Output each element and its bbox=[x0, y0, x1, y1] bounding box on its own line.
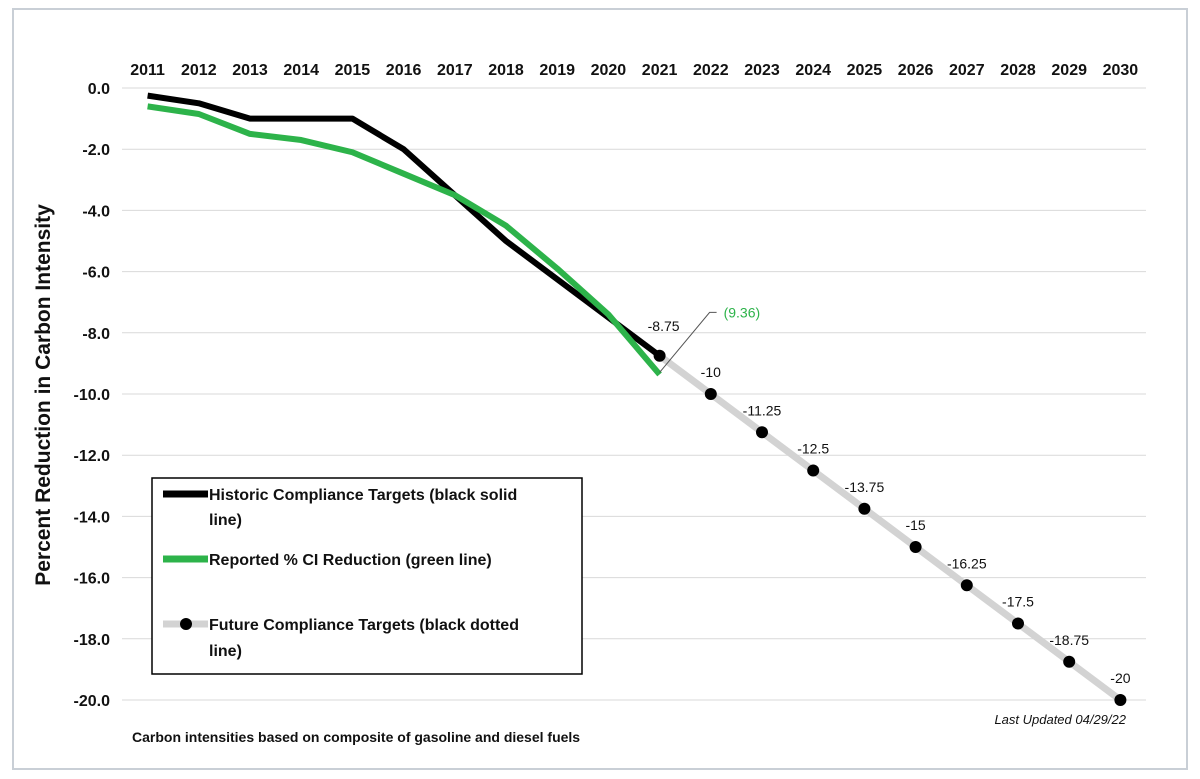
x-tick-label: 2028 bbox=[1000, 62, 1036, 79]
data-label: -15 bbox=[905, 517, 925, 533]
data-label: -17.5 bbox=[1002, 594, 1034, 610]
y-tick-label: -16.0 bbox=[74, 571, 111, 588]
legend-box bbox=[151, 477, 583, 675]
legend-label: Historic Compliance Targets (black solid bbox=[209, 487, 517, 504]
data-label: -10 bbox=[701, 364, 721, 380]
x-tick-label: 2019 bbox=[539, 62, 575, 79]
series-marker bbox=[1114, 694, 1127, 706]
x-tick-label: 2020 bbox=[591, 62, 627, 79]
y-tick-label: -2.0 bbox=[82, 142, 110, 159]
legend-marker bbox=[180, 618, 192, 630]
x-tick-label: 2016 bbox=[386, 62, 422, 79]
last-updated: Last Updated 04/29/22 bbox=[994, 712, 1126, 727]
x-tick-label: 2027 bbox=[949, 62, 985, 79]
y-tick-label: -6.0 bbox=[82, 265, 110, 282]
x-tick-label: 2022 bbox=[693, 62, 729, 79]
x-tick-label: 2011 bbox=[130, 62, 165, 79]
legend: Historic Compliance Targets (black solid… bbox=[151, 477, 583, 675]
y-tick-label: -10.0 bbox=[74, 387, 111, 404]
y-tick-label: -4.0 bbox=[82, 203, 110, 220]
series-markers bbox=[653, 349, 1127, 706]
series-marker bbox=[858, 502, 871, 515]
data-label: -11.25 bbox=[743, 402, 782, 418]
legend-label-cont: line) bbox=[209, 512, 242, 529]
series-marker bbox=[909, 541, 922, 553]
y-tick-label: -12.0 bbox=[74, 448, 111, 465]
x-tick-label: 2029 bbox=[1051, 62, 1087, 79]
series-line bbox=[657, 352, 1123, 703]
series-marker bbox=[807, 464, 820, 477]
data-label: -16.25 bbox=[947, 555, 987, 571]
y-tick-label: -18.0 bbox=[74, 632, 111, 649]
series-lines bbox=[147, 92, 1123, 703]
series-marker bbox=[1012, 617, 1024, 630]
x-tick-label: 2013 bbox=[232, 62, 268, 79]
y-tick-label: -20.0 bbox=[74, 693, 111, 710]
data-label: -13.75 bbox=[845, 479, 885, 495]
x-tick-label: 2021 bbox=[642, 62, 678, 79]
data-label: -20 bbox=[1110, 670, 1130, 686]
x-tick-label: 2026 bbox=[898, 62, 934, 79]
y-axis-ticks: 0.0 -2.0 -4.0 -6.0 -8.0 -10.0 -12.0 -14.0 -16.0 -… bbox=[74, 81, 111, 710]
y-tick-label: -8.0 bbox=[82, 326, 110, 343]
x-tick-label: 2015 bbox=[335, 62, 371, 79]
legend-label-cont: line) bbox=[209, 643, 242, 660]
footnote: Carbon intensities based on composite of… bbox=[132, 729, 580, 745]
series-marker bbox=[756, 426, 768, 439]
data-label: -8.75 bbox=[648, 318, 680, 334]
series-marker bbox=[704, 388, 717, 400]
callout: (9.36) bbox=[659, 304, 761, 373]
data-label: -12.5 bbox=[797, 441, 829, 457]
x-tick-label: 2012 bbox=[181, 62, 217, 79]
series-marker bbox=[960, 579, 973, 592]
legend-label: Future Compliance Targets (black dotted bbox=[209, 617, 519, 634]
series-marker bbox=[653, 349, 666, 362]
x-tick-label: 2017 bbox=[437, 62, 473, 79]
data-labels: -8.75 -10 -11.25 -12.5 -13.75 -15 -16.25 -17.5 -… bbox=[648, 318, 1131, 686]
callout-leader bbox=[659, 311, 717, 373]
x-tick-label: 2025 bbox=[847, 62, 883, 79]
series-marker bbox=[1063, 655, 1076, 668]
y-axis-label: Percent Reduction in Carbon Intensity bbox=[32, 204, 55, 586]
series-line bbox=[147, 103, 662, 377]
legend-label: Reported % CI Reduction (green line) bbox=[209, 552, 492, 569]
y-tick-label: 0.0 bbox=[88, 81, 110, 98]
data-label: -18.75 bbox=[1049, 632, 1089, 648]
x-axis-ticks: 2011 2012 2013 2014 2015 2016 2017 2018 2019 2020… bbox=[130, 62, 1138, 79]
y-tick-label: -14.0 bbox=[74, 509, 111, 526]
callout-label: (9.36) bbox=[724, 304, 761, 320]
series-line bbox=[147, 92, 662, 359]
x-tick-label: 2030 bbox=[1103, 62, 1139, 79]
x-tick-label: 2018 bbox=[488, 62, 524, 79]
x-tick-label: 2014 bbox=[283, 62, 319, 79]
x-tick-label: 2023 bbox=[744, 62, 780, 79]
x-tick-label: 2024 bbox=[795, 62, 831, 79]
